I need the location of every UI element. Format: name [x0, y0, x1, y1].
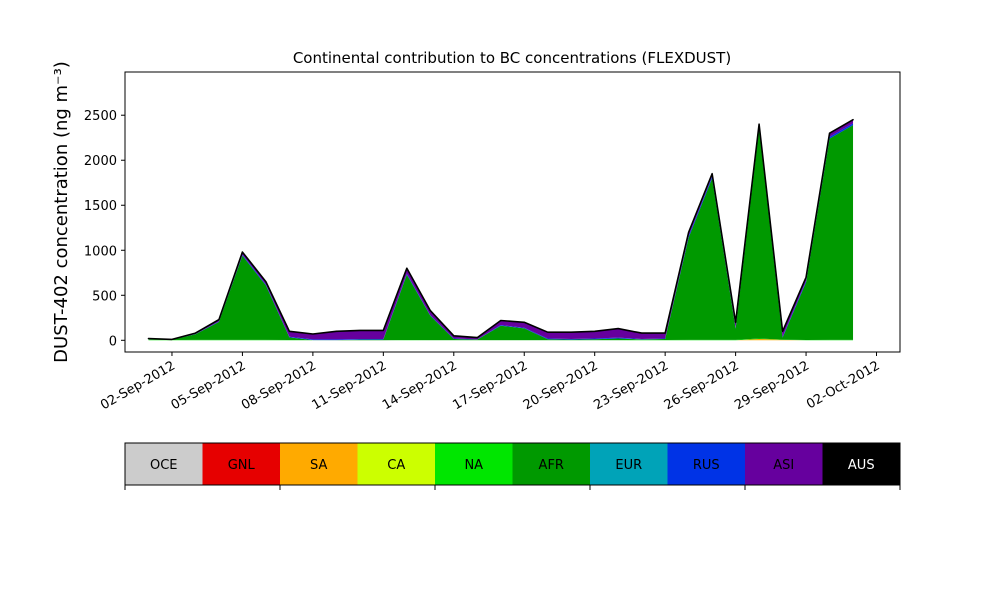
y-tick-label: 500 [92, 289, 117, 304]
legend-label: OCE [150, 458, 178, 473]
area [148, 125, 854, 341]
y-tick-label: 2500 [84, 109, 117, 124]
legend-label: AFR [539, 458, 564, 473]
area [148, 338, 854, 341]
y-tick-label: 2000 [84, 154, 117, 169]
x-tick-label: 05-Sep-2012 [169, 358, 249, 413]
x-tick-label: 14-Sep-2012 [380, 358, 460, 413]
x-tick-label: 17-Sep-2012 [450, 358, 530, 413]
legend-swatch [512, 443, 591, 485]
legend-swatch [745, 443, 823, 485]
legend-label: AUS [848, 458, 875, 473]
x-tick-label: 02-Oct-2012 [804, 358, 882, 412]
legend-swatch [357, 443, 436, 485]
legend-label: ASI [773, 458, 794, 473]
x-tick-label: 23-Sep-2012 [591, 358, 671, 413]
x-tick-label: 26-Sep-2012 [662, 358, 742, 413]
x-tick-label: 11-Sep-2012 [310, 358, 390, 413]
area [148, 338, 854, 341]
legend-swatch [590, 443, 668, 485]
legend-label: NA [464, 458, 483, 473]
y-axis-label: DUST-402 concentration (ng m⁻³) [51, 61, 72, 363]
x-tick-label: 29-Sep-2012 [732, 358, 812, 413]
legend-swatch [822, 443, 901, 485]
legend-label: RUS [693, 458, 720, 473]
legend-swatch [125, 443, 203, 485]
y-tick-label: 1500 [84, 199, 117, 214]
legend-frame [124, 442, 901, 486]
plot-frame [124, 71, 901, 353]
legend-swatch [435, 443, 513, 485]
y-tick-label: 1000 [84, 244, 117, 259]
chart-title: Continental contribution to BC concentra… [293, 49, 731, 67]
legend-label: SA [310, 458, 327, 473]
y-tick-label: 0 [109, 334, 117, 349]
x-tick-label: 20-Sep-2012 [521, 358, 601, 413]
legend-label: GNL [228, 458, 256, 473]
x-tick-label: 02-Sep-2012 [98, 358, 178, 413]
legend-label: CA [387, 458, 405, 473]
legend-swatch [202, 443, 281, 485]
area [147, 118, 854, 341]
legend-swatch [667, 443, 746, 485]
legend-swatch [280, 443, 358, 485]
legend-label: EUR [615, 458, 642, 473]
x-tick-label: 08-Sep-2012 [239, 358, 319, 413]
